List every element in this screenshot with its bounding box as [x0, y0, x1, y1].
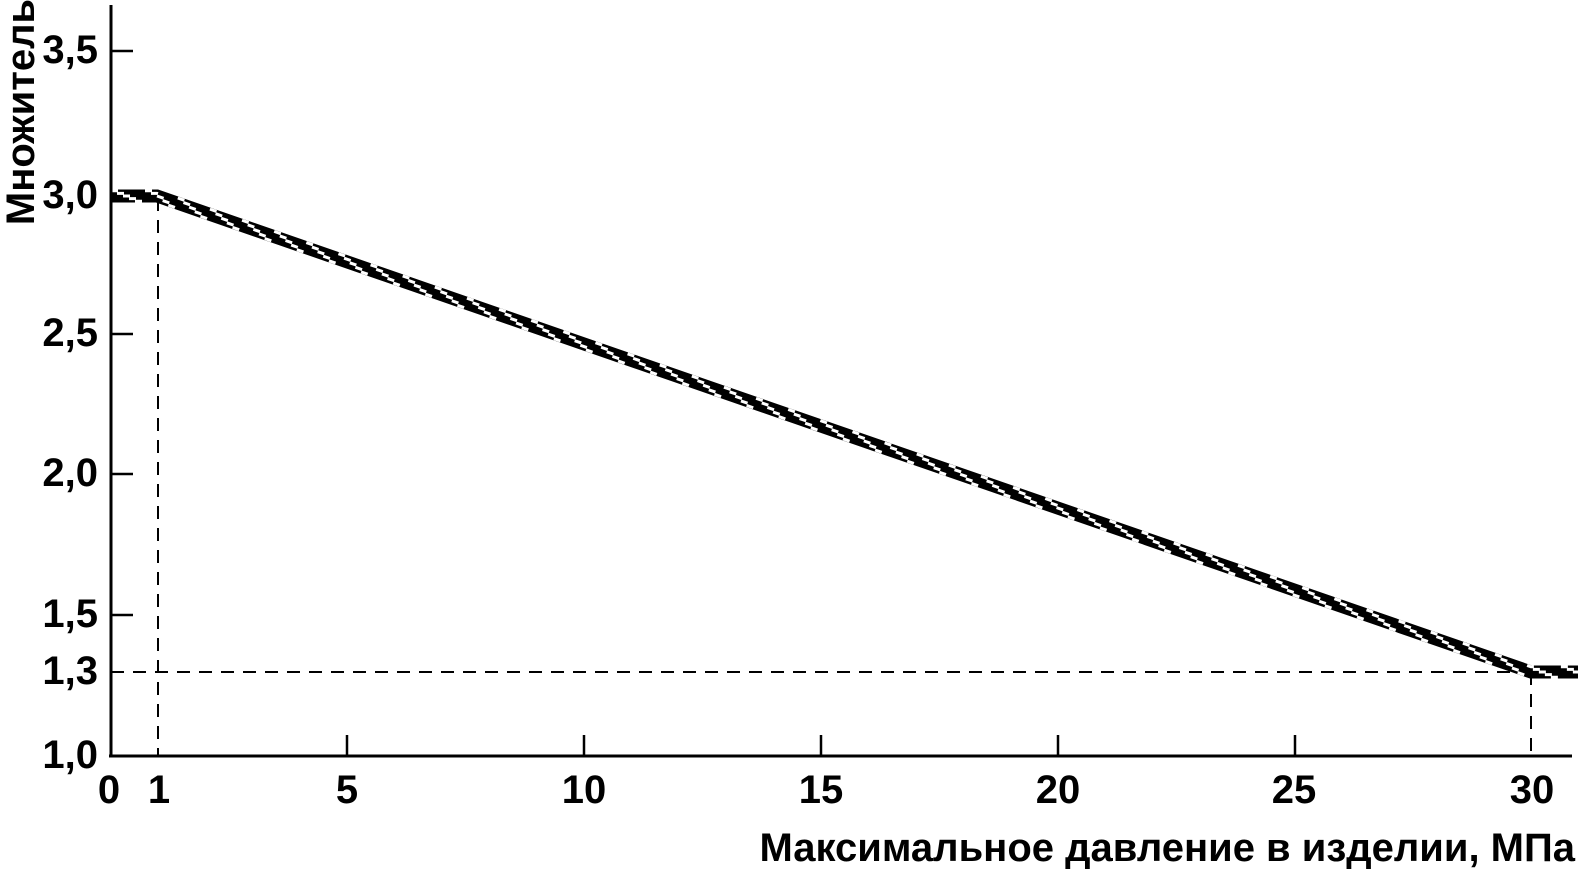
y-tick-label-1-3: 1,3 [42, 649, 98, 694]
x-tick-label-25: 25 [1271, 768, 1317, 812]
y-tick-label-2-0: 2,0 [42, 451, 98, 496]
y-tick-label-3-5: 3,5 [42, 28, 98, 73]
y-tick-label-1-0: 1,0 [42, 733, 98, 778]
y-tick-label-3-0: 3,0 [42, 173, 98, 218]
x-axis-title: Максимальное давление в изделии, МПа [759, 826, 1575, 870]
y-tick-label-2-5: 2,5 [42, 311, 98, 356]
y-tick-label-1-5: 1,5 [42, 592, 98, 637]
x-tick-label-0: 0 [97, 768, 121, 812]
x-tick-label-1: 1 [147, 768, 171, 812]
x-tick-label-5: 5 [335, 768, 359, 812]
x-tick-label-20: 20 [1035, 768, 1081, 812]
x-tick-marks [345, 735, 1297, 756]
x-tick-label-15: 15 [798, 768, 844, 812]
y-axis-title: Множитель [0, 0, 43, 226]
data-line-band [111, 196, 1578, 672]
x-tick-label-10: 10 [561, 768, 607, 812]
y-tick-marks [111, 49, 133, 617]
x-tick-label-30: 30 [1509, 768, 1555, 812]
